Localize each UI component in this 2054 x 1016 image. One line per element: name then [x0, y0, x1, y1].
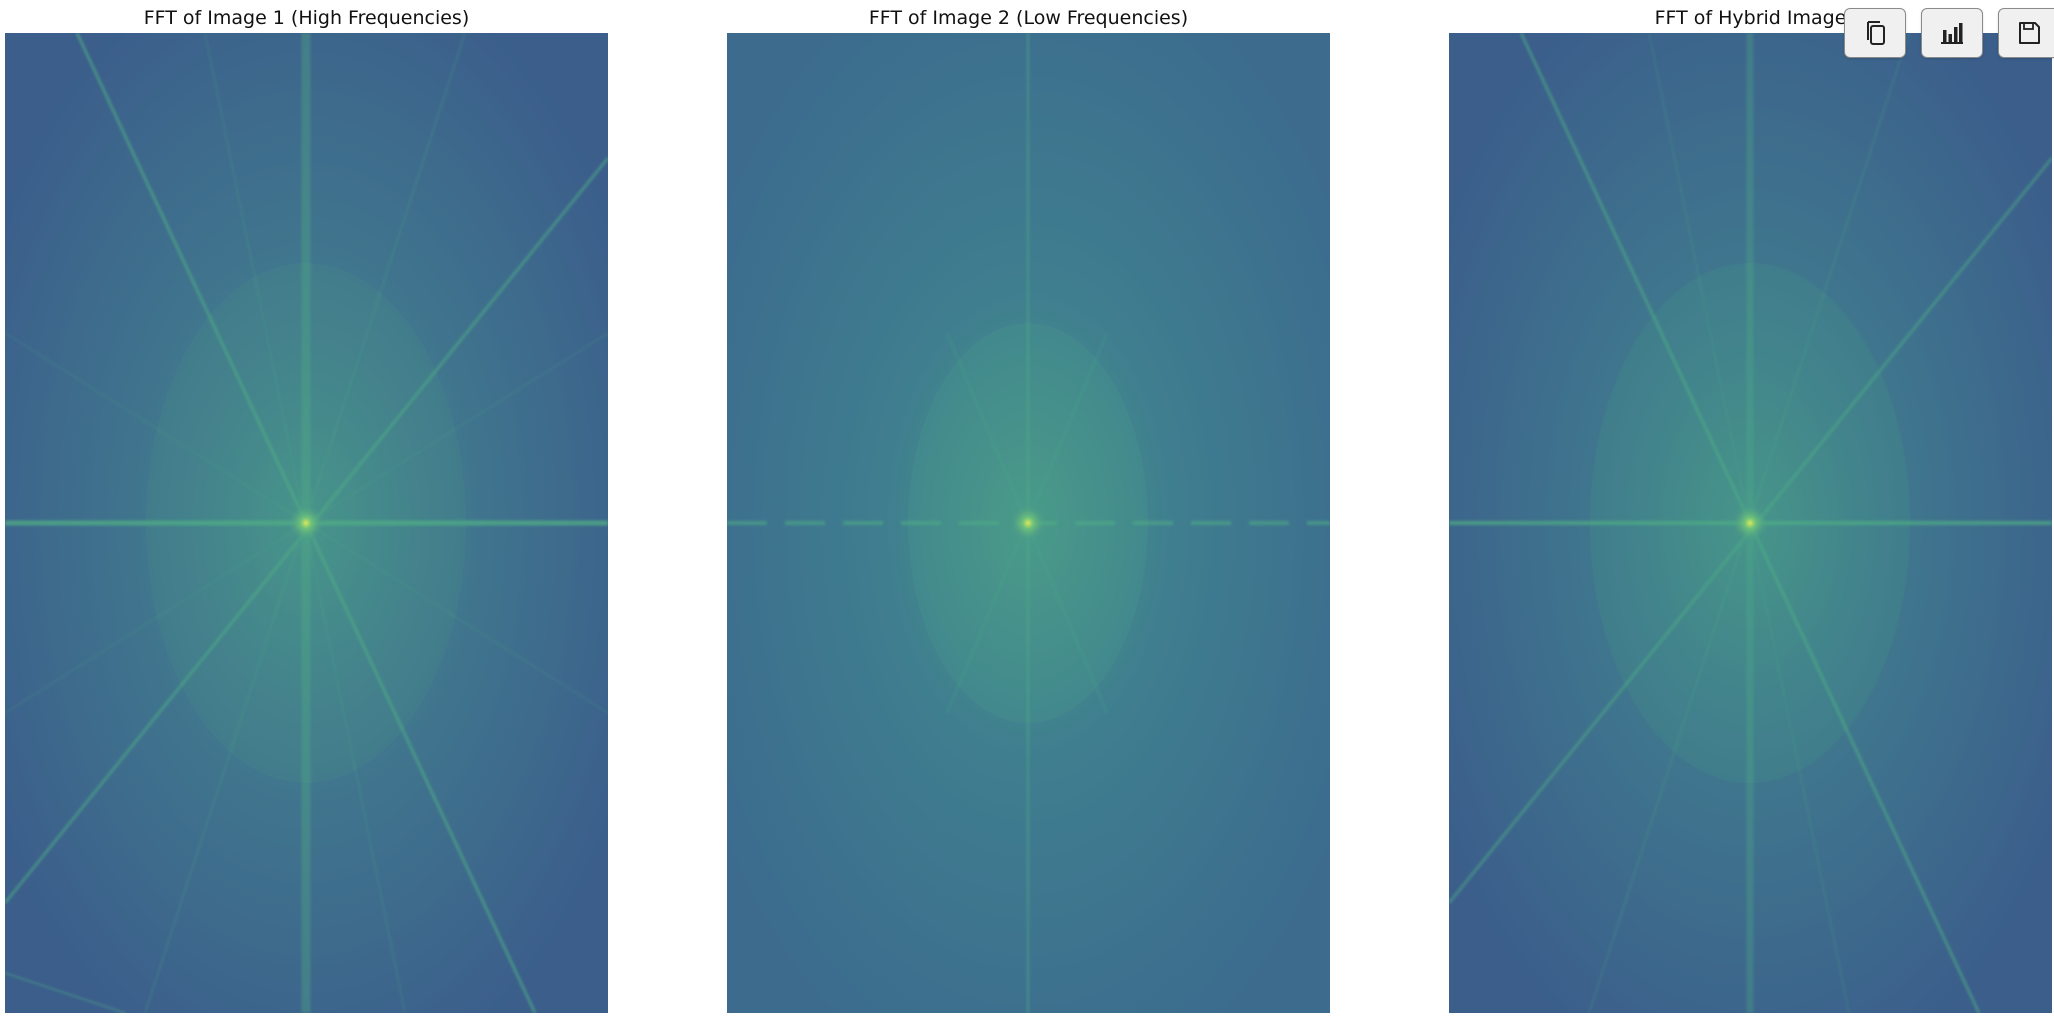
panel-title-2: FFT of Image 2 (Low Frequencies) [868, 7, 1189, 29]
fft-hybrid-image [1449, 33, 2052, 1013]
panel-title-3: FFT of Hybrid Image [1654, 7, 1847, 29]
copy-button[interactable] [1844, 8, 1906, 58]
fft-image-2 [727, 33, 1330, 1013]
fft-image-1 [5, 33, 608, 1013]
panel-title-1: FFT of Image 1 (High Frequencies) [143, 7, 470, 29]
bar-chart-icon [1941, 23, 1963, 44]
chart-button[interactable] [1921, 8, 1983, 58]
figure-toolbar [1844, 8, 2054, 60]
copy-icon [1867, 21, 1885, 45]
save-button[interactable] [1998, 8, 2054, 58]
save-icon [2019, 22, 2040, 44]
